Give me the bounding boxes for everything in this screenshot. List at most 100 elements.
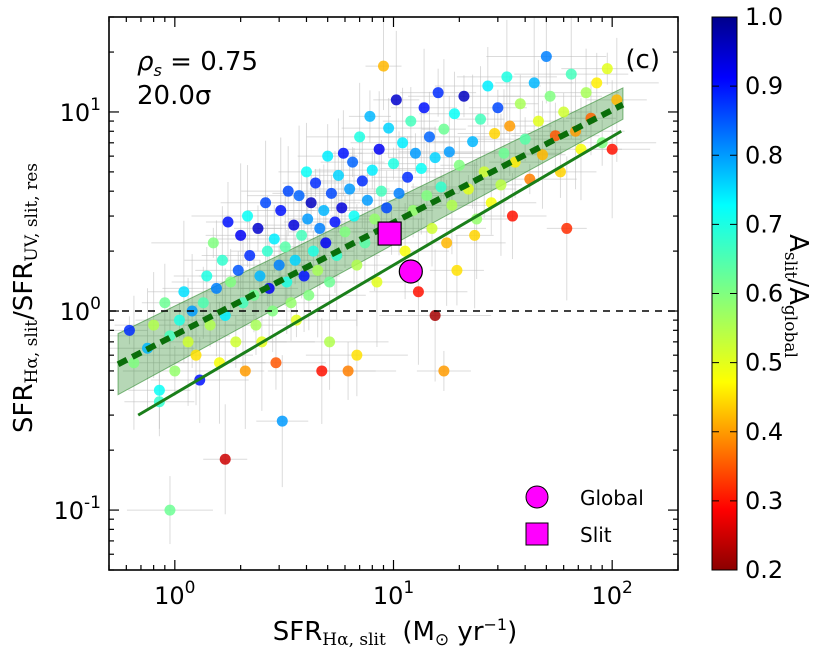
sigma-annotation: 20.0σ [137, 81, 211, 111]
legend-slit-marker [525, 522, 549, 546]
data-point [332, 169, 344, 181]
data-point [536, 149, 548, 161]
data-point [242, 210, 254, 222]
data-point [495, 179, 507, 191]
data-point [216, 254, 228, 266]
data-point [418, 102, 430, 114]
y-tick-label: 101 [60, 95, 101, 127]
data-point [219, 453, 231, 465]
data-point [532, 115, 544, 127]
data-point [235, 229, 247, 241]
data-point [399, 245, 411, 257]
data-point [312, 264, 324, 276]
data-point [580, 87, 592, 99]
data-point [611, 94, 623, 106]
colorbar-tick-label: 0.6 [745, 280, 783, 308]
legend-global-marker [525, 485, 549, 509]
rho-annotation: ρs = 0.75 [137, 47, 258, 80]
data-point [239, 365, 251, 377]
data-point [207, 237, 219, 249]
fit-line [116, 101, 625, 367]
data-point [305, 197, 317, 209]
data-point [354, 131, 366, 143]
data-point [438, 365, 450, 377]
data-point [446, 199, 458, 211]
data-point [565, 68, 577, 80]
data-point [281, 276, 293, 288]
data-point [383, 122, 395, 134]
data-point [316, 365, 328, 377]
data-point [347, 156, 359, 168]
data-point [289, 254, 301, 266]
colorbar-tick-label: 0.5 [745, 349, 783, 377]
data-point [412, 286, 424, 298]
data-point [182, 336, 194, 348]
data-point [351, 349, 363, 361]
data-point [415, 163, 427, 175]
data-point [148, 319, 160, 331]
data-point [375, 185, 387, 197]
one-to-one-line [137, 129, 622, 417]
data-point [169, 365, 181, 377]
y-tick-label: 10-1 [54, 493, 102, 525]
data-point [390, 94, 402, 106]
data-point [322, 150, 334, 162]
data-point [288, 219, 300, 231]
data-point [307, 245, 319, 257]
data-point [197, 297, 209, 309]
data-point [514, 98, 526, 110]
data-point [361, 194, 373, 206]
data-point [429, 309, 441, 321]
data-point [451, 264, 463, 276]
data-point [366, 164, 378, 176]
data-point [591, 77, 603, 89]
x-tick-label: 100 [154, 578, 195, 610]
data-point [225, 276, 237, 288]
data-point [469, 229, 481, 241]
data-point [344, 183, 356, 195]
data-point [173, 314, 185, 326]
data-point [501, 71, 513, 83]
fit-confidence-band [117, 87, 624, 396]
legend: Global Slit [525, 485, 644, 547]
data-point [409, 147, 421, 159]
data-point [324, 336, 336, 348]
data-point [381, 202, 393, 214]
data-point [432, 87, 444, 99]
colorbar-tick-label: 0.3 [745, 487, 783, 515]
colorbar-tick-label: 1.0 [745, 3, 783, 31]
data-point [558, 106, 570, 118]
data-point [190, 349, 202, 361]
y-tick-label: 100 [60, 294, 101, 326]
data-point [606, 143, 618, 155]
colorbar-tick-label: 0.8 [745, 141, 783, 169]
data-point [298, 270, 310, 282]
data-point [351, 259, 363, 271]
data-point [388, 158, 399, 170]
data-point [475, 113, 487, 125]
data-point [498, 147, 510, 159]
data-point [373, 143, 385, 155]
data-point [267, 305, 279, 317]
data-point [438, 123, 450, 135]
data-point [318, 204, 330, 216]
data-point [302, 213, 314, 225]
data-point [128, 357, 140, 369]
colorbar-tick-label: 0.7 [745, 210, 783, 238]
data-point [303, 289, 315, 301]
data-point [402, 171, 414, 183]
data-point [426, 222, 438, 234]
data-point [282, 185, 294, 197]
colorbar-tick-label: 0.9 [745, 72, 783, 100]
data-point [320, 237, 332, 249]
data-point [371, 276, 383, 288]
data-point [123, 324, 135, 336]
data-point [237, 297, 249, 309]
data-point [204, 319, 216, 331]
data-point [252, 222, 264, 234]
data-point [423, 131, 435, 143]
data-point [260, 197, 272, 209]
data-point [421, 190, 433, 202]
data-point [254, 270, 266, 282]
data-point [458, 90, 470, 102]
